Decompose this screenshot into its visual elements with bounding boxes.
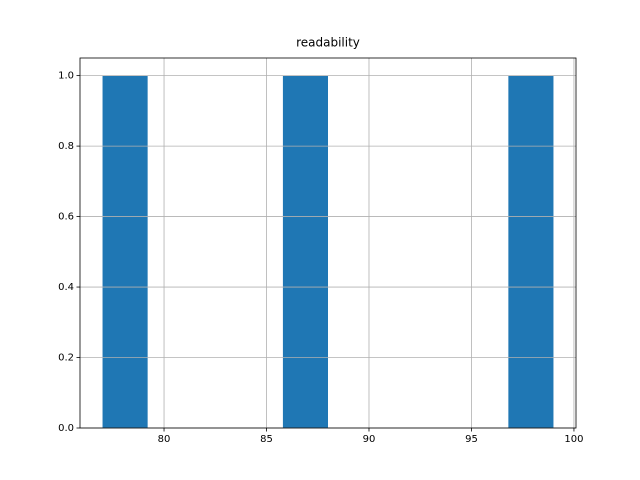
y-tick-label: 0.8 xyxy=(58,141,74,152)
y-tick-label: 0.2 xyxy=(58,353,74,364)
x-tick-label: 80 xyxy=(158,434,171,445)
x-tick-label: 100 xyxy=(564,434,583,445)
x-tick-label: 95 xyxy=(465,434,478,445)
bar xyxy=(508,75,554,428)
x-tick-label: 90 xyxy=(363,434,376,445)
y-tick-label: 0.4 xyxy=(58,282,74,293)
plot-frame xyxy=(79,57,577,429)
x-tick-label: 85 xyxy=(260,434,273,445)
y-tick-label: 0.0 xyxy=(58,423,74,434)
y-tick-label: 0.6 xyxy=(58,212,74,223)
bar xyxy=(282,75,328,428)
chart-title: readability xyxy=(296,36,360,50)
y-tick-label: 1.0 xyxy=(58,71,74,82)
bar xyxy=(102,75,148,428)
